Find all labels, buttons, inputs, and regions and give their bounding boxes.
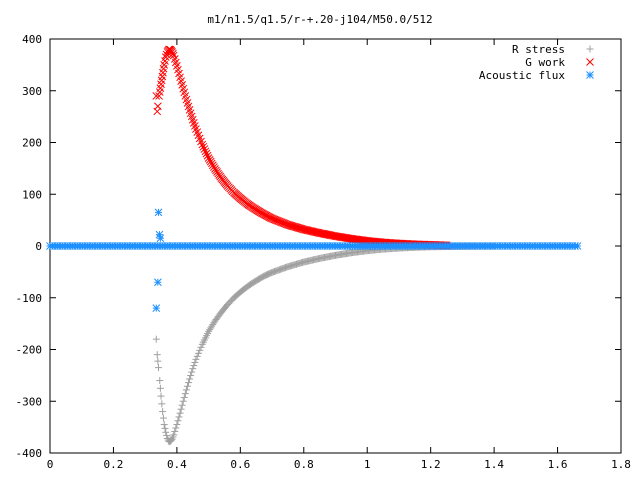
data-point — [173, 421, 181, 429]
y-tick-label: -200 — [16, 344, 43, 357]
data-point — [206, 157, 215, 166]
data-point — [161, 424, 169, 432]
data-point — [179, 397, 187, 405]
x-tick-label: 0.8 — [294, 458, 314, 471]
data-point — [197, 343, 205, 351]
data-point — [156, 234, 165, 243]
data-point — [167, 436, 175, 444]
data-point — [153, 351, 161, 359]
data-point — [156, 377, 164, 385]
data-point — [190, 362, 198, 370]
data-point — [178, 401, 186, 409]
data-point — [207, 159, 216, 168]
data-point — [203, 151, 212, 160]
data-point — [154, 102, 162, 111]
x-tick-label: 0.2 — [104, 458, 124, 471]
x-tick-label: 1.6 — [548, 458, 568, 471]
x-tick-label: 1.8 — [611, 458, 631, 471]
data-point — [191, 358, 199, 366]
data-point — [159, 414, 167, 422]
y-tick-label: 200 — [22, 137, 42, 150]
data-point — [177, 405, 185, 413]
x-tick-label: 1.4 — [484, 458, 504, 471]
data-point — [169, 49, 177, 58]
data-point — [185, 379, 193, 387]
data-point — [157, 392, 165, 400]
data-point — [181, 390, 189, 398]
data-marks — [46, 45, 582, 446]
data-point — [194, 349, 202, 357]
data-point — [198, 140, 207, 149]
data-point — [192, 355, 200, 363]
data-point — [183, 382, 191, 390]
data-point — [159, 408, 167, 416]
data-point — [163, 431, 171, 439]
data-point — [154, 357, 162, 365]
legend-label: G work — [525, 56, 565, 69]
data-point — [186, 375, 194, 383]
y-tick-label: -300 — [16, 395, 43, 408]
data-point — [170, 431, 178, 439]
data-point — [154, 364, 162, 372]
data-point — [193, 352, 201, 360]
legend-marker — [586, 45, 594, 53]
data-point — [208, 161, 217, 170]
data-point — [202, 149, 211, 158]
x-tick-label: 1 — [364, 458, 371, 471]
legend-label: R stress — [512, 43, 565, 56]
data-point — [152, 304, 161, 312]
y-tick-label: 300 — [22, 85, 42, 98]
data-point — [171, 427, 179, 435]
y-tick-label: 400 — [22, 33, 42, 46]
data-point — [158, 400, 166, 408]
data-point — [189, 365, 197, 373]
data-point — [182, 386, 190, 394]
data-point — [205, 155, 214, 164]
series-g-work — [152, 45, 451, 250]
chart-title: m1/n1.5/q1.5/r-+.20-j104/M50.0/512 — [207, 13, 432, 26]
x-tick-label: 0 — [47, 458, 54, 471]
x-tick-label: 0.4 — [167, 458, 187, 471]
x-tick-label: 0.6 — [230, 458, 250, 471]
data-point — [175, 413, 183, 421]
y-tick-label: -400 — [16, 447, 43, 460]
data-point — [204, 154, 213, 162]
series-acoustic-flux — [46, 208, 582, 312]
data-point — [154, 278, 162, 287]
data-point — [187, 372, 195, 380]
data-point — [180, 393, 188, 401]
data-point — [176, 409, 184, 417]
legend-marker — [586, 58, 594, 66]
series-r-stress — [152, 242, 498, 446]
data-point — [573, 242, 582, 250]
legend-label: Acoustic flux — [479, 69, 565, 82]
data-point — [152, 335, 160, 343]
axis-ticks: -400 -300 -200 -100 0 100 200 300 400 0 0.2 0.4 0.6 0… — [16, 33, 631, 471]
data-point — [172, 424, 180, 432]
data-point — [201, 147, 210, 156]
data-point — [160, 421, 168, 429]
data-point — [196, 346, 204, 354]
data-point — [162, 428, 170, 436]
y-tick-label: 0 — [35, 240, 42, 253]
data-point — [174, 417, 182, 425]
legend-marker — [586, 71, 594, 79]
x-tick-label: 1.2 — [421, 458, 441, 471]
y-tick-label: 100 — [22, 188, 42, 201]
data-point — [156, 384, 164, 392]
data-point — [161, 53, 170, 61]
data-point — [210, 163, 218, 171]
data-point — [199, 142, 208, 151]
data-point — [154, 208, 163, 217]
data-point — [200, 145, 209, 153]
y-tick-label: -100 — [16, 292, 43, 305]
data-point — [188, 368, 196, 376]
